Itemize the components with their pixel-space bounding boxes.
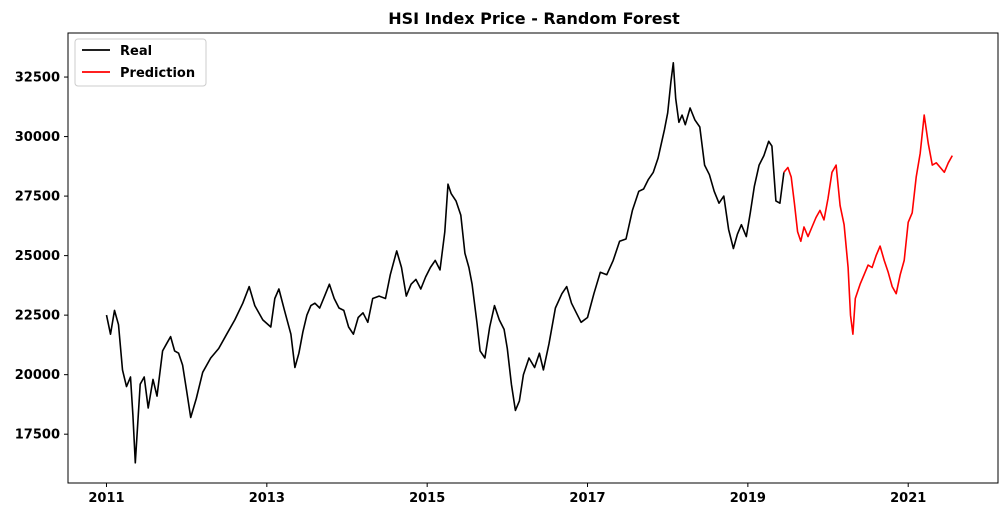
x-tick-label: 2019 — [730, 491, 766, 506]
y-tick-label: 27500 — [15, 190, 60, 205]
y-tick-label: 20000 — [15, 368, 60, 383]
plot-area — [105, 62, 953, 464]
x-tick-label: 2015 — [409, 491, 445, 506]
x-tick-label: 2011 — [88, 491, 124, 506]
series-line-prediction — [783, 114, 953, 335]
x-tick-label: 2017 — [569, 491, 605, 506]
legend: Real Prediction — [74, 38, 207, 87]
plot-frame — [67, 32, 999, 484]
chart-title: HSI Index Price - Random Forest — [388, 9, 680, 28]
y-tick-label: 30000 — [15, 130, 60, 145]
y-tick-label: 32500 — [15, 71, 60, 86]
x-tick-label: 2013 — [249, 491, 285, 506]
legend-label-real: Real — [120, 44, 152, 59]
legend-label-prediction: Prediction — [120, 66, 195, 81]
y-tick-label: 25000 — [15, 249, 60, 264]
axes: 2011 2013 2015 2017 2019 2021 17500 20000 22500 2… — [15, 32, 999, 506]
series-line-real — [105, 62, 785, 464]
y-tick-label: 22500 — [15, 309, 60, 324]
x-tick-label: 2021 — [890, 491, 926, 506]
y-tick-label: 17500 — [15, 428, 60, 443]
